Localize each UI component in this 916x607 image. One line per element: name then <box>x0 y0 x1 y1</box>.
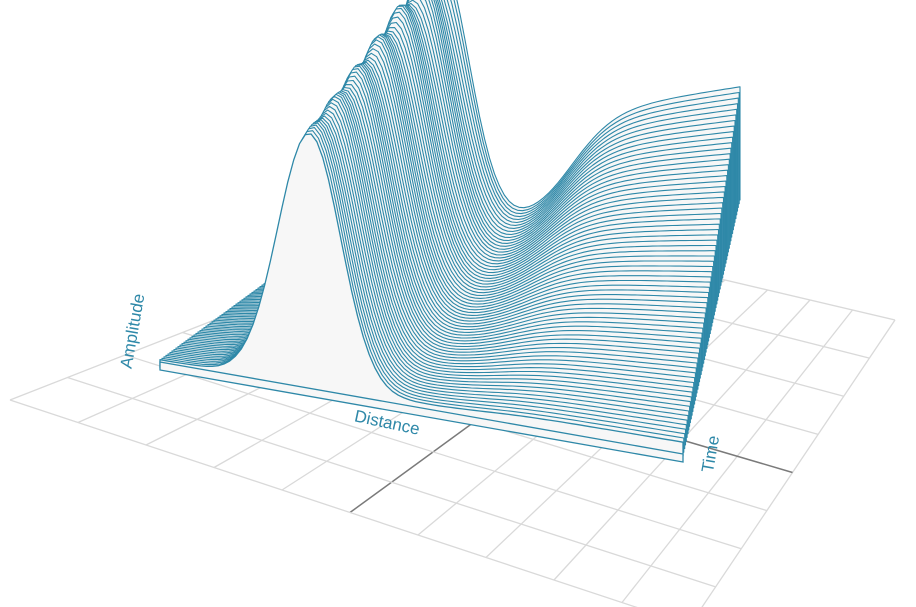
z-axis-label: Time <box>698 434 723 474</box>
waterfall-slices <box>159 0 741 463</box>
grid-line <box>67 376 716 588</box>
y-axis-label: Amplitude <box>117 292 149 370</box>
front-slice <box>159 133 684 457</box>
grid-line <box>124 354 742 550</box>
grid-line <box>9 399 638 607</box>
front-base-slab <box>159 361 684 463</box>
